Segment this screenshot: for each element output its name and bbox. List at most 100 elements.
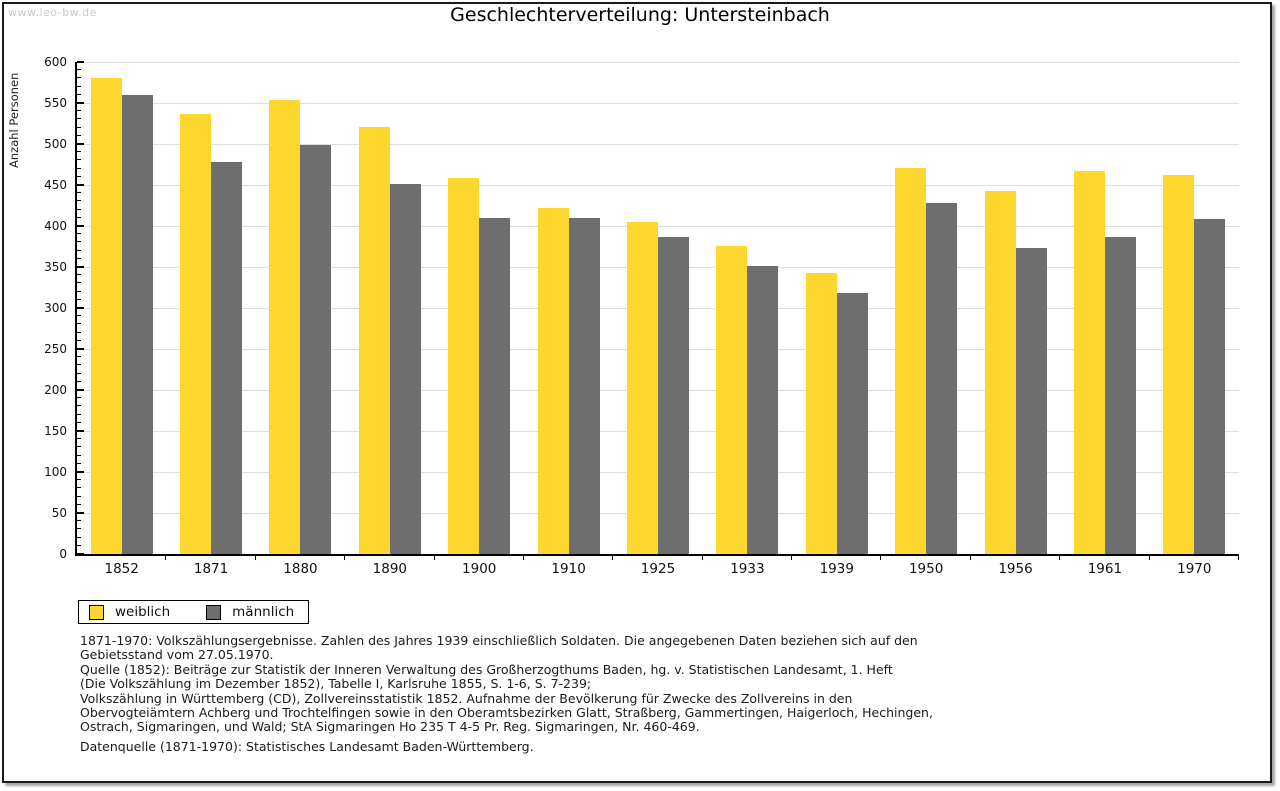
y-axis-major-tick: [77, 102, 84, 104]
y-axis-minor-tick: [77, 233, 81, 235]
x-axis-tick: [701, 554, 703, 560]
bar-männlich-1880: [300, 144, 332, 554]
legend-swatch-männlich: [206, 604, 222, 620]
bar-group-1925: 1925: [613, 62, 702, 577]
plot-area: 0 50 100 150 200 250 300 350 400 450 500 550 600 1852…: [44, 55, 1239, 577]
y-axis-minor-tick: [77, 167, 81, 169]
y-axis-minor-tick: [77, 110, 81, 112]
y-axis-minor-tick: [77, 380, 81, 382]
y-axis-minor-tick: [77, 446, 81, 448]
y-axis-minor-tick: [77, 479, 81, 481]
legend-label: männlich: [232, 604, 295, 620]
y-axis-minor-tick: [77, 454, 81, 456]
y-axis-tick-label: 500: [44, 137, 67, 151]
y-axis-tick-label: 600: [44, 55, 67, 69]
y-axis-minor-tick: [77, 339, 81, 341]
footnote-line: 1871-1970: Volkszählungsergebnisse. Zahl…: [80, 633, 918, 648]
footnote-line: (Die Volkszählung im Dezember 1852), Tab…: [80, 676, 592, 692]
x-axis-tick: [344, 554, 346, 560]
bar-group-1910: 1910: [524, 62, 613, 577]
y-axis-minor-tick: [77, 175, 81, 177]
y-axis-minor-tick: [77, 462, 81, 464]
y-axis-major-tick: [77, 143, 84, 145]
x-axis-label-1950: 1950: [908, 561, 944, 577]
legend-label: weiblich: [115, 604, 171, 620]
x-axis-tick: [1148, 554, 1150, 560]
bar-group-1961: 1961: [1060, 62, 1149, 577]
gridline: [77, 144, 1239, 145]
y-axis-major-tick: [77, 553, 84, 555]
x-axis-tick: [254, 554, 256, 560]
y-axis-minor-tick: [77, 520, 81, 522]
y-axis-minor-tick: [77, 487, 81, 489]
y-axis-major-tick: [77, 266, 84, 268]
y-axis-minor-tick: [77, 331, 81, 333]
y-axis-minor-tick: [77, 151, 81, 153]
bar-männlich-1950: [926, 203, 958, 554]
y-axis-title: Anzahl Personen: [7, 72, 21, 169]
x-axis-label-1880: 1880: [283, 561, 318, 577]
bar-männlich-1910: [568, 217, 600, 554]
y-axis-tick-label: 400: [44, 219, 67, 233]
bar-weiblich-1970: [1163, 175, 1195, 554]
x-axis-label-1925: 1925: [640, 561, 676, 577]
y-axis-tick-label: 200: [44, 383, 67, 397]
legend-entry-weiblich: weiblich: [89, 604, 170, 620]
bar-weiblich-1939: [805, 272, 837, 554]
bar-weiblich-1950: [895, 167, 927, 554]
bar-weiblich-1910: [537, 207, 569, 554]
y-axis-minor-tick: [77, 274, 81, 276]
gridline: [77, 62, 1239, 63]
y-axis-minor-tick: [77, 118, 81, 120]
y-axis-minor-tick: [77, 282, 81, 284]
x-axis-label-1961: 1961: [1087, 561, 1123, 577]
bar-weiblich-1852: [90, 78, 122, 554]
bar-weiblich-1900: [448, 178, 480, 554]
x-axis-tick: [880, 554, 882, 560]
y-axis-major-tick: [77, 512, 84, 514]
y-axis-minor-tick: [77, 536, 81, 538]
y-axis-minor-tick: [77, 69, 81, 71]
chart-title: Geschlechterverteilung: Untersteinbach: [450, 4, 830, 26]
bar-group-1880: 1880: [256, 62, 345, 577]
x-axis-tick: [791, 554, 793, 560]
bar-männlich-1890: [389, 184, 421, 554]
y-axis-major-tick: [77, 225, 84, 227]
y-axis-tick-label: 250: [44, 342, 67, 356]
x-axis-label-1890: 1890: [372, 561, 407, 577]
y-axis-tick-label: 100: [44, 465, 67, 479]
legend-swatch-weiblich: [89, 604, 104, 620]
bar-group-1890: 1890: [345, 62, 434, 577]
y-axis-minor-tick: [77, 257, 81, 259]
x-axis-label-1871: 1871: [193, 561, 229, 577]
gridline: [77, 103, 1239, 104]
y-axis-minor-tick: [77, 544, 81, 546]
x-axis-tick: [1238, 554, 1239, 560]
x-axis-tick: [612, 554, 614, 560]
x-axis-tick: [1059, 554, 1061, 560]
x-axis-label-1900: 1900: [462, 561, 497, 577]
x-axis-label-1933: 1933: [730, 561, 765, 577]
y-axis-minor-tick: [77, 159, 81, 161]
bar-group-1852: 1852: [77, 62, 166, 577]
y-axis-minor-tick: [77, 315, 81, 317]
y-axis-tick-label: 450: [44, 178, 67, 192]
bar-weiblich-1933: [716, 245, 748, 554]
y-axis-tick-label: 150: [44, 424, 67, 438]
footnote-line: Obervogteiämtern Achberg und Trochtelfin…: [80, 705, 933, 721]
bar-group-1950: 1950: [881, 62, 970, 577]
y-axis-minor-tick: [77, 200, 81, 202]
y-axis-minor-tick: [77, 192, 81, 194]
y-axis-minor-tick: [77, 438, 81, 440]
y-axis-major-tick: [77, 307, 84, 309]
y-axis-minor-tick: [77, 356, 81, 358]
y-axis-major-tick: [77, 430, 84, 432]
x-axis-tick: [165, 554, 167, 560]
y-axis-major-tick: [77, 389, 84, 391]
y-axis-major-tick: [77, 471, 84, 473]
bar-group-1956: 1956: [971, 62, 1060, 577]
x-axis-tick: [969, 554, 971, 560]
x-axis-label-1910: 1910: [551, 561, 586, 577]
y-axis-major-tick: [77, 348, 84, 350]
y-axis-minor-tick: [77, 85, 81, 87]
